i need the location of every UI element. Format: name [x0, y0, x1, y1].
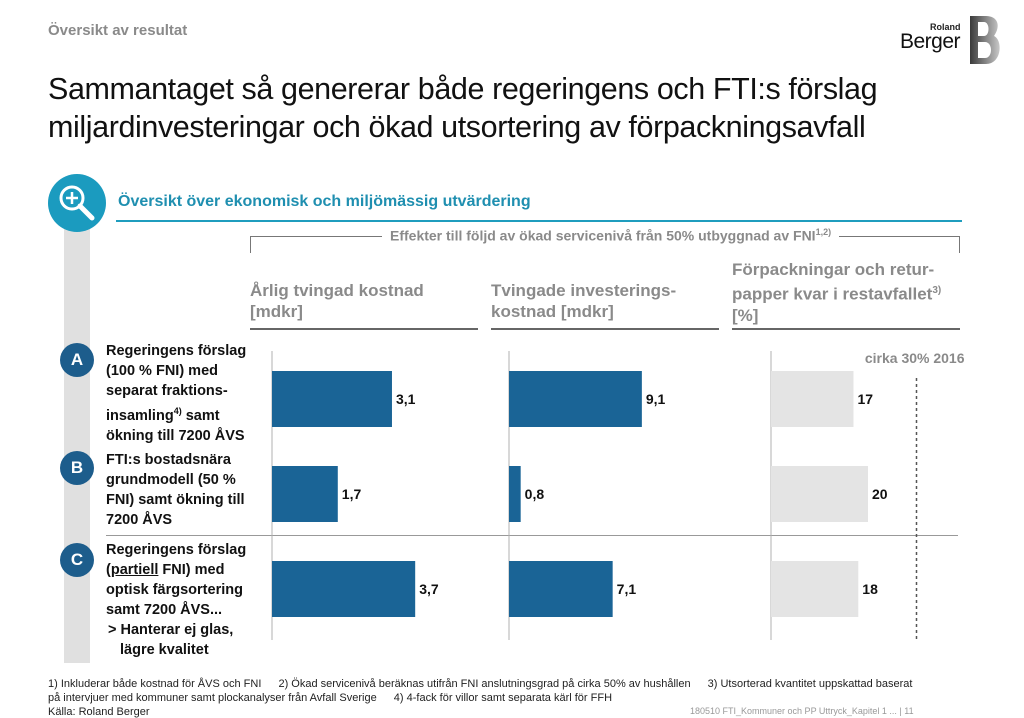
- bar-value-label: 3,7: [419, 581, 439, 597]
- row-badge-b: B: [60, 451, 94, 485]
- row-badge-a: A: [60, 343, 94, 377]
- bar-value-label: 0,8: [525, 486, 545, 502]
- magnifier-plus-icon: [59, 185, 95, 221]
- row-separator: [106, 535, 958, 536]
- row-label-line: optisk färgsortering: [106, 582, 243, 598]
- left-grey-bar: [64, 215, 90, 663]
- column-header-line: [mdkr]: [250, 302, 303, 321]
- column-header-sup: 3): [932, 285, 942, 296]
- column-header-line: Tvingade investerings-: [491, 281, 677, 300]
- bar-2-a: [509, 371, 642, 427]
- bar-2-b: [509, 466, 521, 522]
- row-badge-c: C: [60, 543, 94, 577]
- row-label-a: Regeringens förslag (100 % FNI) med sepa…: [106, 341, 246, 446]
- reference-label: cirka 30% 2016: [865, 350, 965, 366]
- column-header-line: Förpackningar och retur-: [732, 260, 935, 279]
- bar-value-label: 3,1: [396, 391, 416, 407]
- column-header-line: [%]: [732, 305, 759, 325]
- row-label-text: insamling: [106, 407, 174, 424]
- footnote-3: 3) Utsorterad kvantitet uppskattad baser…: [707, 678, 913, 690]
- column-header-line: Årlig tvingad kostnad: [250, 281, 424, 300]
- bar-value-label: 1,7: [342, 486, 362, 502]
- row-label-sup: 4): [173, 406, 182, 416]
- title-line-2: miljardinvesteringar och ökad utsorterin…: [48, 110, 866, 144]
- row-label-line: ökning till 7200 ÅVS: [106, 427, 245, 444]
- subtitle-underline: [116, 220, 962, 222]
- column-underline-1: [250, 328, 478, 330]
- bar-1-b: [272, 466, 338, 522]
- logo-text-small: Roland: [930, 22, 961, 32]
- footnote-3-cont: på intervjuer med kommuner samt plockana…: [48, 692, 377, 704]
- row-label-text: FNI) med: [158, 562, 225, 578]
- bracket-label-sup: 1,2): [815, 227, 832, 237]
- roland-berger-logo: Roland Berger: [898, 12, 1008, 68]
- column-header-line: papper kvar i restavfallet3): [732, 280, 941, 305]
- footnote-2: 2) Ökad servicenivå beräknas utifrån FNI…: [278, 678, 691, 690]
- row-label-line: separat fraktions-: [106, 383, 228, 399]
- column-header-annual-cost: Årlig tvingad kostnad [mdkr]: [250, 280, 424, 322]
- source-note: Källa: Roland Berger: [48, 706, 150, 718]
- row-label-line: (partiell FNI) med: [106, 560, 246, 580]
- logo-text-big: Berger: [900, 30, 961, 53]
- row-label-text: (: [106, 562, 111, 578]
- logo-mark-icon: [970, 16, 1000, 64]
- bracket-label-text: Effekter till följd av ökad servicenivå …: [390, 227, 816, 244]
- magnifier-badge: [48, 174, 106, 232]
- footer-reference: 180510 FTI_Kommuner och PP Uttryck_Kapit…: [690, 706, 914, 716]
- row-label-line: FNI) samt ökning till: [106, 492, 245, 508]
- row-label-line: FTI:s bostadsnära: [106, 452, 231, 468]
- bar-value-label: 18: [862, 581, 878, 597]
- bracket-label: Effekter till följd av ökad servicenivå …: [382, 227, 840, 244]
- bar-3-a: [771, 371, 854, 427]
- row-label-line: Regeringens förslag: [106, 343, 247, 359]
- footnote-line-2: på intervjuer med kommuner samt plockana…: [48, 692, 612, 704]
- bar-3-b: [771, 466, 868, 522]
- section-subtitle: Översikt över ekonomisk och miljömässig …: [118, 193, 531, 210]
- column-header-investment: Tvingade investerings- kostnad [mdkr]: [491, 280, 676, 322]
- bar-value-label: 20: [872, 486, 888, 502]
- bar-value-label: 9,1: [646, 391, 666, 407]
- column-header-line: kostnad [mdkr]: [491, 302, 614, 321]
- row-label-c: Regeringens förslag (partiell FNI) med o…: [106, 540, 246, 660]
- bar-value-label: 7,1: [617, 581, 637, 597]
- row-label-text: samt: [181, 407, 220, 424]
- bar-2-c: [509, 561, 613, 617]
- footnote-1: 1) Inkluderar både kostnad för ÅVS och F…: [48, 678, 262, 690]
- row-label-line: samt 7200 ÅVS...: [106, 602, 223, 618]
- bar-1-c: [272, 561, 416, 617]
- row-label-line: Regeringens förslag: [106, 542, 247, 558]
- row-label-line: grundmodell (50 %: [106, 472, 236, 488]
- bar-3-c: [771, 561, 859, 617]
- column-underline-2: [491, 328, 719, 330]
- section-label: Översikt av resultat: [48, 22, 188, 39]
- title-line-1: Sammantaget så genererar både regeringen…: [48, 72, 878, 106]
- row-label-underlined: partiell: [110, 562, 159, 578]
- row-label-line: > Hanterar ej glas,: [108, 622, 234, 638]
- row-label-line: lägre kvalitet: [120, 642, 209, 658]
- column-header-residual: Förpackningar och retur- papper kvar i r…: [732, 259, 941, 326]
- footnote-4: 4) 4-fack för villor samt separata kärl …: [393, 692, 613, 704]
- row-label-line: insamling4) samt: [106, 401, 246, 426]
- row-label-line: 7200 ÅVS: [106, 512, 173, 528]
- column-header-text: papper kvar i restavfallet: [732, 284, 933, 304]
- column-underline-3: [732, 328, 960, 330]
- row-label-b: FTI:s bostadsnära grundmodell (50 % FNI)…: [106, 450, 245, 530]
- bar-value-label: 17: [857, 391, 873, 407]
- footnote-line-1: 1) Inkluderar både kostnad för ÅVS och F…: [48, 678, 912, 690]
- page-title: Sammantaget så genererar både regeringen…: [48, 70, 948, 146]
- row-label-line: (100 % FNI) med: [106, 363, 218, 379]
- bar-1-a: [272, 371, 392, 427]
